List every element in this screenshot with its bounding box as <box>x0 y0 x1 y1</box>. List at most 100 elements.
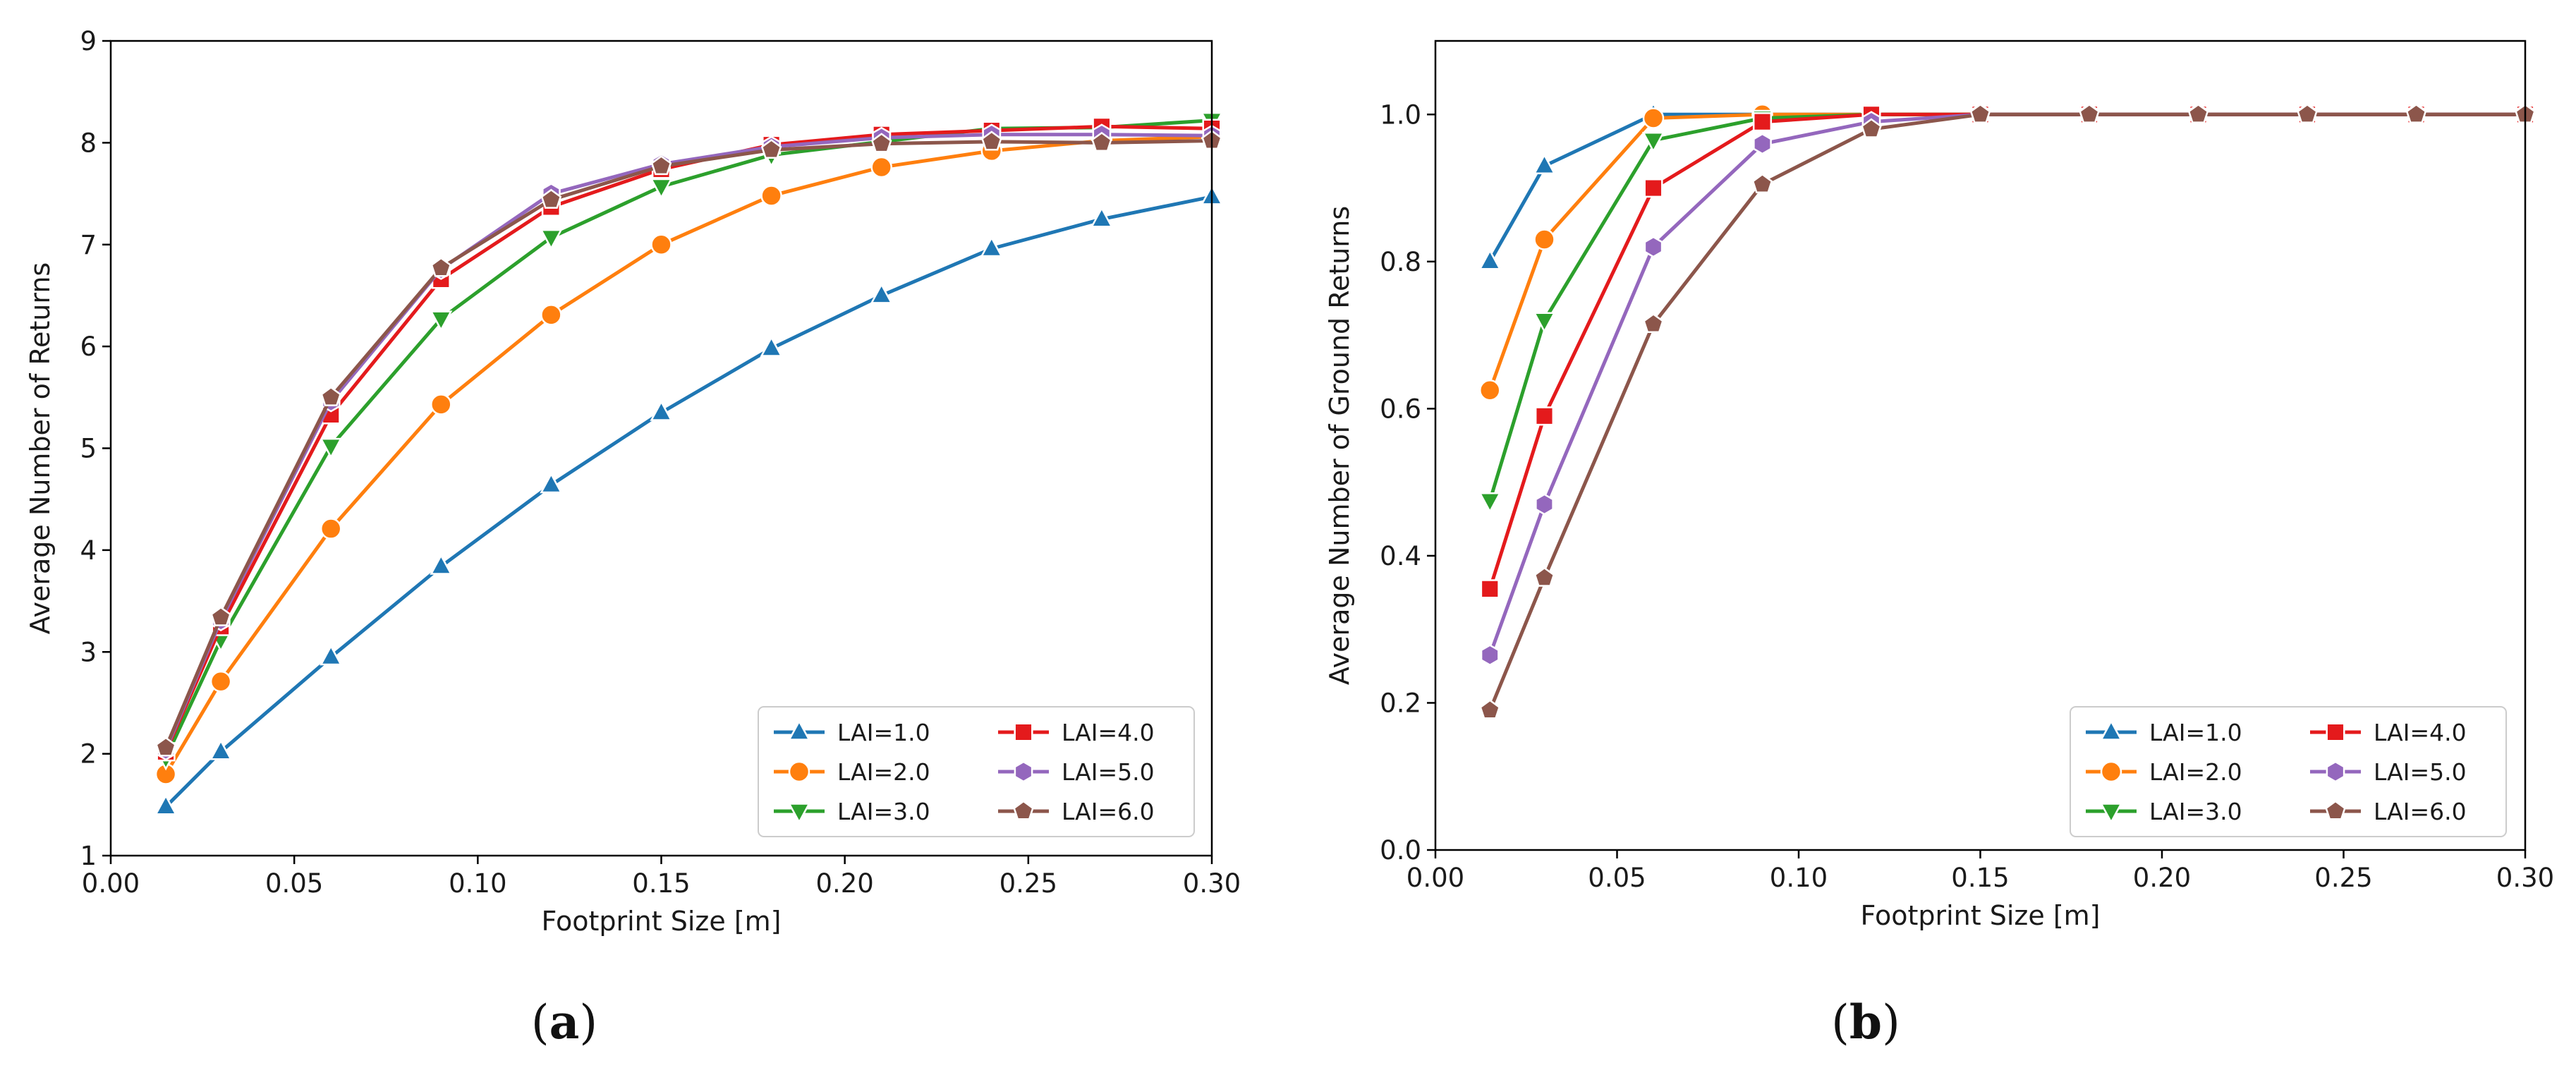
x-tick-label: 0.30 <box>2496 863 2554 893</box>
data-point <box>1641 132 1665 153</box>
panel-b-caption: (b) <box>1831 995 1900 1050</box>
legend-box <box>2070 706 2507 837</box>
data-point <box>155 736 176 757</box>
y-axis-label: Average Number of Ground Returns <box>1324 206 1355 685</box>
x-axis-label: Footprint Size [m] <box>1860 900 2100 931</box>
data-point <box>1533 153 1556 175</box>
legend-marker <box>1013 800 1034 820</box>
y-tick-label: 1 <box>80 841 97 871</box>
data-point <box>650 178 673 200</box>
series-5 <box>1480 103 2535 667</box>
data-point <box>1478 379 1501 401</box>
x-tick-label: 0.25 <box>2314 863 2372 893</box>
data-point <box>1751 173 1773 193</box>
data-point <box>1533 312 1556 334</box>
legend-label: LAI=2.0 <box>2149 758 2242 786</box>
legend-marker <box>1014 722 1033 742</box>
data-point <box>154 763 177 785</box>
legend-item: LAI=3.0 <box>774 798 930 825</box>
legend-label: LAI=6.0 <box>1062 798 1155 825</box>
data-point <box>870 156 892 178</box>
data-point <box>320 644 343 666</box>
data-point <box>1533 229 1555 250</box>
series-1 <box>1478 102 2537 270</box>
data-point <box>1091 131 1112 152</box>
data-point <box>430 394 452 415</box>
y-tick-label: 3 <box>80 637 97 667</box>
series-6 <box>1479 103 2536 719</box>
x-tick-label: 0.10 <box>1770 863 1828 893</box>
y-tick-label: 2 <box>80 739 97 770</box>
data-point <box>1644 236 1663 258</box>
x-axis-label: Footprint Size [m] <box>541 906 781 937</box>
legend-marker <box>2100 760 2122 783</box>
panel-a-chart: 0.00 0.05 0.10 0.15 0.20 0.25 0.30 1 2 3 4 5 6 7 8 9 Foo… <box>25 26 1241 937</box>
data-point <box>1642 107 1665 129</box>
data-point <box>430 310 453 332</box>
x-tick-label: 0.05 <box>265 868 323 899</box>
y-tick-label: 4 <box>80 535 97 566</box>
data-point <box>760 138 782 159</box>
x-tick-label: 0.20 <box>2133 863 2191 893</box>
data-point <box>209 670 232 693</box>
data-point <box>2079 103 2100 123</box>
series-2 <box>154 126 1223 785</box>
y-tick-label: 0.2 <box>1380 688 1421 718</box>
data-point <box>1479 699 1501 719</box>
data-point <box>430 553 453 575</box>
data-point <box>1534 406 1555 426</box>
y-tick-label: 9 <box>80 26 97 56</box>
data-point <box>430 257 452 277</box>
x-tick-label: 0.00 <box>1407 863 1464 893</box>
data-point <box>1969 103 1991 123</box>
legend-item: LAI=5.0 <box>2310 758 2467 786</box>
legend-marker <box>2099 803 2123 825</box>
data-point <box>320 386 341 406</box>
data-point <box>1533 566 1555 587</box>
data-point <box>650 155 672 176</box>
legend-marker <box>787 803 811 825</box>
data-point <box>1861 118 1882 138</box>
y-tick-label: 1.0 <box>1380 99 1421 130</box>
legend-label: LAI=1.0 <box>837 719 930 746</box>
data-point <box>760 185 782 207</box>
x-tick-label: 0.10 <box>449 868 506 899</box>
data-point <box>760 335 783 357</box>
y-tick-label: 7 <box>80 230 97 260</box>
legend-item: LAI=6.0 <box>998 798 1155 825</box>
y-tick-label: 8 <box>80 128 97 158</box>
legend-item: LAI=1.0 <box>774 719 930 746</box>
data-point <box>2405 103 2427 123</box>
legend-item: LAI=2.0 <box>2086 758 2242 786</box>
legend-label: LAI=3.0 <box>837 798 930 825</box>
data-point <box>1090 206 1113 228</box>
data-point <box>1752 112 1773 132</box>
y-tick-label: 6 <box>80 332 97 362</box>
data-point <box>1480 579 1500 599</box>
data-point <box>2187 103 2209 123</box>
x-tick-label: 0.05 <box>1588 863 1646 893</box>
series-4 <box>156 116 1222 762</box>
legend-marker <box>2326 722 2345 742</box>
legend-marker <box>2325 800 2346 820</box>
legend-label: LAI=5.0 <box>1062 758 1155 786</box>
legend-item: LAI=4.0 <box>998 719 1155 746</box>
data-point <box>1535 493 1554 516</box>
y-tick-label: 0.8 <box>1380 247 1421 277</box>
data-point <box>981 130 1002 151</box>
y-tick-label: 0.0 <box>1380 835 1421 866</box>
y-tick-label: 0.6 <box>1380 394 1421 424</box>
data-point <box>980 236 1003 257</box>
data-point <box>540 472 563 494</box>
y-axis-label: Average Number of Returns <box>25 262 56 634</box>
legend-label: LAI=2.0 <box>837 758 930 786</box>
data-point <box>1478 492 1502 514</box>
legend-item: LAI=2.0 <box>774 758 930 786</box>
data-point <box>650 399 673 421</box>
legend-label: LAI=4.0 <box>1062 719 1155 746</box>
legend-marker <box>1014 760 1033 783</box>
legend-item: LAI=4.0 <box>2310 719 2467 746</box>
x-tick-label: 0.15 <box>632 868 690 899</box>
y-tick-label: 5 <box>80 434 97 464</box>
legend-marker <box>788 760 810 783</box>
